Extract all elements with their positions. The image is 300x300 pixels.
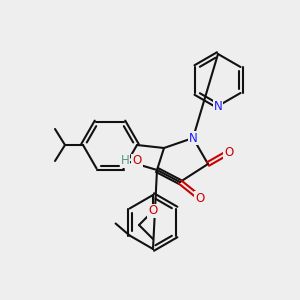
Text: H: H — [121, 154, 129, 167]
Text: N: N — [189, 131, 197, 145]
Text: O: O — [195, 191, 205, 205]
Text: N: N — [214, 100, 222, 112]
Text: O: O — [132, 154, 142, 167]
Text: O: O — [148, 205, 158, 218]
Text: O: O — [224, 146, 234, 158]
